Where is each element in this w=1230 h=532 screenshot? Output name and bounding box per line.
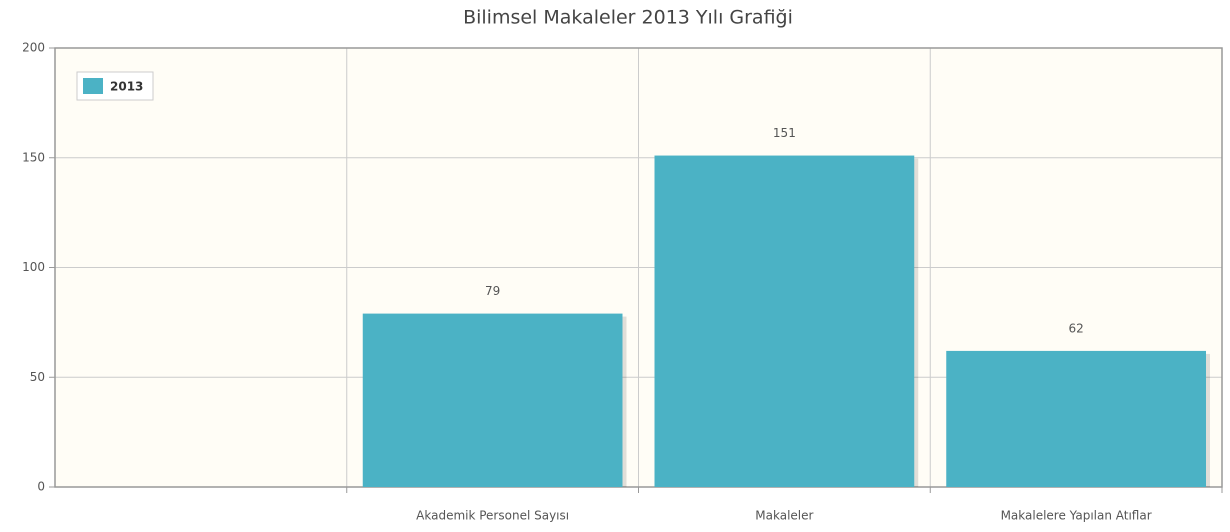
chart-title: Bilimsel Makaleler 2013 Yılı Grafiği	[463, 7, 793, 29]
value-label: 151	[773, 126, 796, 140]
legend-label: 2013	[110, 80, 143, 94]
legend-swatch	[83, 78, 103, 94]
y-tick-label: 0	[37, 480, 45, 494]
value-label: 79	[485, 284, 500, 298]
y-tick-label: 50	[30, 370, 45, 384]
x-tick-label: Makalelere Yapılan Atıflar	[1001, 509, 1152, 523]
y-tick-label: 150	[22, 150, 45, 164]
value-label: 62	[1068, 321, 1083, 335]
y-tick-label: 200	[22, 41, 45, 55]
bar	[362, 313, 623, 487]
x-tick-label: Makaleler	[755, 509, 813, 523]
bar	[946, 350, 1206, 487]
y-tick-label: 100	[22, 260, 45, 274]
bar	[654, 155, 915, 487]
x-tick-label: Akademik Personel Sayısı	[416, 509, 569, 523]
